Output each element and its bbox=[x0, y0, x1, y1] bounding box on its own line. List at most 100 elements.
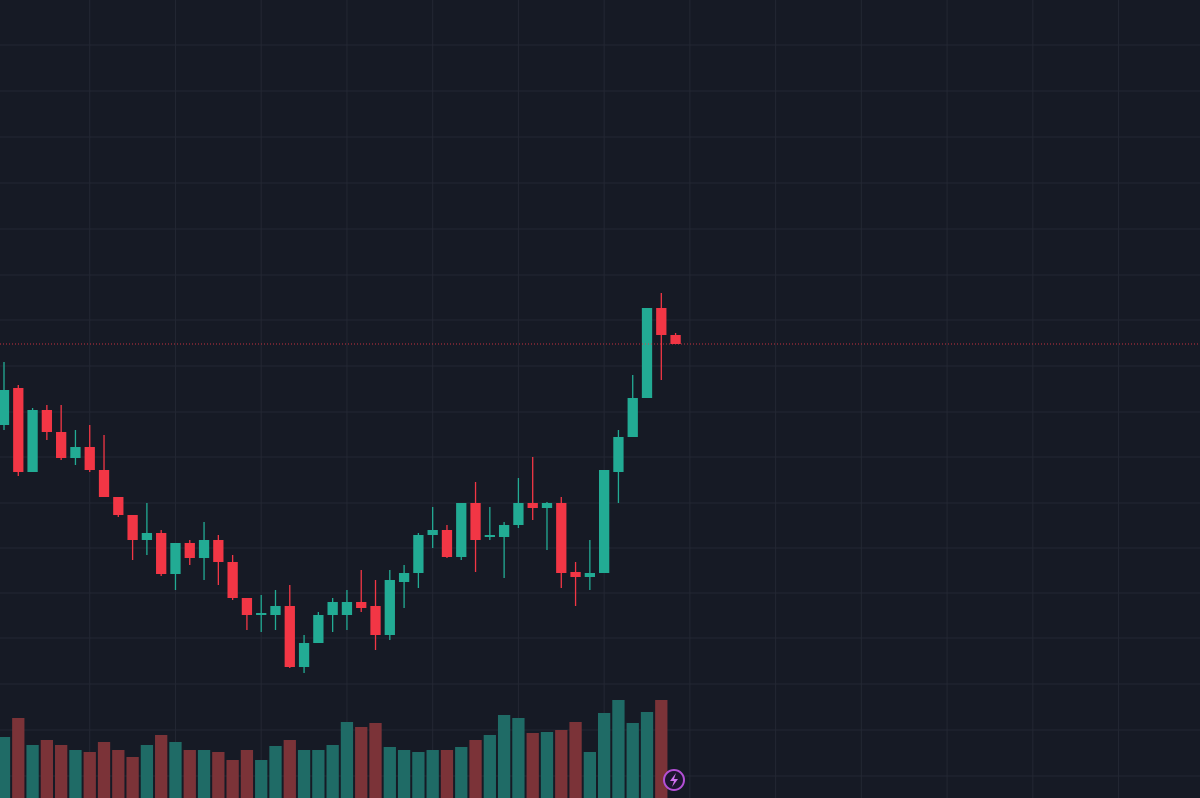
candle-body bbox=[341, 602, 353, 615]
candle-body bbox=[627, 398, 638, 437]
candle-body bbox=[27, 410, 38, 472]
candle-body bbox=[0, 390, 10, 425]
volume-bar bbox=[455, 747, 468, 798]
volume-bar bbox=[312, 750, 325, 798]
candle-body bbox=[13, 388, 24, 472]
volume-bar bbox=[655, 700, 668, 798]
volume-bar bbox=[83, 752, 96, 798]
candle-body bbox=[613, 437, 624, 472]
volume-bar bbox=[155, 735, 168, 798]
candle-body bbox=[84, 447, 95, 470]
candle-body bbox=[313, 615, 324, 643]
candle-body bbox=[484, 535, 495, 537]
volume-bar bbox=[126, 757, 139, 798]
volume-bar bbox=[112, 750, 125, 798]
volume-bar bbox=[426, 750, 439, 798]
volume-bar bbox=[197, 750, 211, 798]
candle-body bbox=[570, 572, 581, 577]
candle-body bbox=[270, 606, 281, 615]
volume-bar bbox=[140, 745, 154, 798]
volume-bar bbox=[640, 712, 654, 798]
candle-body bbox=[184, 543, 195, 558]
volume-bar bbox=[583, 752, 596, 798]
candle-body bbox=[70, 447, 81, 458]
volume-bar bbox=[383, 747, 396, 798]
candle-body bbox=[356, 602, 367, 608]
candle-body bbox=[284, 606, 295, 667]
volume-bar bbox=[340, 722, 354, 798]
volume-bar bbox=[26, 745, 39, 798]
volume-bar bbox=[469, 740, 482, 798]
candle-body bbox=[498, 525, 510, 537]
volume-bar bbox=[569, 722, 582, 798]
volume-bar bbox=[597, 713, 611, 798]
candle-body bbox=[584, 573, 595, 577]
candle-body bbox=[298, 643, 310, 667]
volume-bar bbox=[440, 750, 454, 798]
volume-bar bbox=[69, 750, 82, 798]
candle-body bbox=[541, 503, 553, 508]
candle-body bbox=[41, 410, 53, 432]
candle-body bbox=[470, 503, 481, 540]
candle-body bbox=[527, 503, 538, 508]
volume-bar bbox=[355, 727, 368, 798]
candle-body bbox=[456, 503, 467, 557]
volume-bar bbox=[183, 750, 196, 798]
candle-body bbox=[398, 573, 410, 582]
lightning-icon[interactable] bbox=[663, 769, 685, 791]
candle-body bbox=[213, 540, 224, 562]
volume-bar bbox=[0, 737, 11, 798]
candle-body bbox=[156, 533, 167, 574]
icon-bolt bbox=[670, 773, 678, 787]
candle-body bbox=[98, 470, 110, 497]
candle-body bbox=[141, 533, 153, 540]
volume-bar bbox=[212, 752, 225, 798]
candle-body bbox=[441, 530, 453, 557]
candle-body bbox=[127, 515, 138, 540]
candle-body bbox=[670, 335, 681, 344]
candle-body bbox=[598, 470, 610, 573]
volume-bar bbox=[555, 730, 568, 798]
volume-bar bbox=[540, 732, 554, 798]
volume-bar bbox=[283, 740, 296, 798]
volume-bar bbox=[397, 750, 411, 798]
volume-bar bbox=[297, 750, 311, 798]
volume-bar bbox=[169, 742, 182, 798]
candle-body bbox=[170, 543, 181, 574]
candle-body bbox=[513, 503, 524, 525]
candle-body bbox=[384, 580, 395, 635]
candle-body bbox=[556, 503, 567, 573]
candle-body bbox=[327, 602, 338, 615]
volume-bar bbox=[497, 715, 511, 798]
volume-bar bbox=[226, 760, 239, 798]
candle-body bbox=[656, 308, 667, 335]
volume-bar bbox=[40, 740, 54, 798]
volume-bar bbox=[97, 742, 111, 798]
candle-body bbox=[241, 598, 253, 615]
volume-bar bbox=[12, 718, 25, 798]
candle-body bbox=[370, 606, 381, 635]
candle-body bbox=[227, 562, 238, 598]
candle-body bbox=[413, 535, 424, 573]
candle-body bbox=[427, 530, 438, 535]
candle-body bbox=[198, 540, 210, 558]
volume-bar bbox=[240, 750, 254, 798]
volume-bar bbox=[612, 700, 625, 798]
volume-bar bbox=[269, 746, 282, 798]
volume-bar bbox=[483, 735, 496, 798]
volume-bar bbox=[369, 723, 382, 798]
candle-body bbox=[641, 308, 653, 398]
volume-bar bbox=[512, 718, 525, 798]
candle-body bbox=[56, 432, 67, 458]
volume-bar bbox=[626, 723, 639, 798]
volume-bar bbox=[255, 760, 268, 798]
volume-bar bbox=[55, 745, 68, 798]
volume-bar bbox=[326, 745, 339, 798]
volume-bar bbox=[526, 733, 539, 798]
volume-bar bbox=[412, 752, 425, 798]
candle-body bbox=[113, 497, 124, 515]
